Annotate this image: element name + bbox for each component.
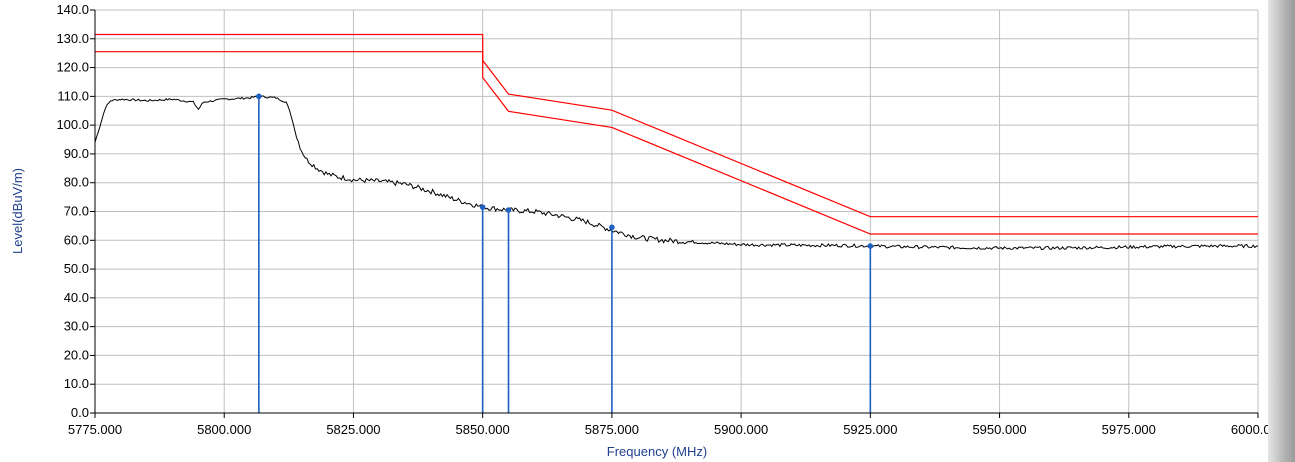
marker-point — [479, 204, 486, 210]
measurement-traces — [94, 95, 1259, 251]
y-tick-label: 0.0 — [71, 405, 89, 420]
x-tick-label: 5975.000 — [1102, 422, 1156, 437]
y-tick-label: 110.0 — [57, 88, 89, 103]
y-axis-title: Level(dBuV/m) — [10, 168, 25, 254]
x-tick-label: 5800.000 — [197, 422, 251, 437]
y-tick-label: 80.0 — [64, 175, 89, 190]
marker-point — [505, 207, 512, 213]
measurement-trace — [94, 95, 1259, 251]
x-tick-label: 5850.000 — [456, 422, 510, 437]
y-tick-labels: 0.0 10.0 20.0 30.0 40.0 50.0 60.0 70.0 80.0 90.0 1… — [56, 2, 89, 420]
marker-point — [609, 224, 615, 231]
y-tick-label: 30.0 — [64, 319, 89, 334]
x-tick-label: 5925.000 — [843, 422, 897, 437]
x-tick-label: 5775.000 — [68, 422, 122, 437]
marker-point — [867, 243, 874, 249]
y-tick-label: 90.0 — [64, 146, 89, 161]
limit-lower-line — [95, 51, 1258, 235]
y-tick-label: 20.0 — [64, 347, 89, 362]
y-tick-label: 140.0 — [56, 2, 89, 17]
x-tick-label: 5825.000 — [326, 422, 380, 437]
y-tick-label: 100.0 — [56, 117, 89, 132]
x-tick-label: 5900.000 — [714, 422, 768, 437]
y-tick-label: 40.0 — [64, 290, 89, 305]
x-tick-label: 5875.000 — [585, 422, 639, 437]
y-tick-label: 120.0 — [56, 60, 89, 75]
y-tick-label: 60.0 — [64, 232, 89, 247]
y-tick-label: 70.0 — [64, 204, 89, 219]
limit-lines — [95, 33, 1258, 235]
y-tick-label: 130.0 — [56, 31, 89, 46]
y-tick-label: 50.0 — [64, 261, 89, 276]
x-tick-labels: 5775.000 5800.000 5825.000 5850.000 5875.000… — [68, 422, 1285, 437]
window-scroll-edge — [1268, 0, 1295, 462]
limit-upper-line — [95, 33, 1258, 218]
y-tick-label: 10.0 — [64, 376, 89, 391]
x-axis-title: Frequency (MHz) — [607, 444, 707, 459]
x-tick-label: 5950.000 — [972, 422, 1026, 437]
marker-lines — [256, 93, 874, 413]
marker-point — [256, 93, 262, 100]
axes — [94, 10, 1258, 414]
